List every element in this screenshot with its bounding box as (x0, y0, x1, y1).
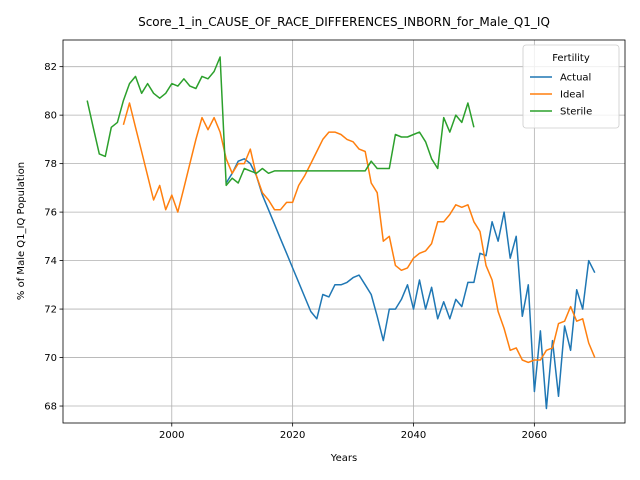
y-tick-label: 74 (44, 256, 57, 267)
series-lines (86, 56, 596, 410)
x-tick-label: 2040 (401, 430, 426, 441)
x-axis-label: Years (330, 453, 357, 464)
y-tick-label: 80 (44, 111, 57, 122)
y-tick-label: 82 (44, 62, 57, 73)
series-line-ideal (122, 102, 596, 364)
x-tick-label: 2020 (280, 430, 305, 441)
legend: Fertility Actual Ideal Sterile (522, 44, 620, 129)
legend-title: Fertility (552, 53, 590, 64)
y-tick-label: 76 (44, 208, 57, 219)
y-tick-label: 68 (44, 402, 57, 413)
x-axis-ticks: 2000 2020 2040 2060 (159, 423, 547, 441)
x-tick-label: 2000 (159, 430, 184, 441)
x-tick-label: 2060 (522, 430, 547, 441)
chart-title: Score_1_in_CAUSE_OF_RACE_DIFFERENCES_INB… (138, 15, 550, 29)
legend-label-sterile: Sterile (560, 107, 592, 118)
y-axis-ticks: 68 70 72 74 76 78 80 82 (44, 62, 63, 413)
legend-label-actual: Actual (560, 73, 591, 84)
series-line-actual (225, 158, 596, 410)
y-tick-label: 70 (44, 353, 57, 364)
y-tick-label: 72 (44, 305, 57, 316)
series-line-sterile (86, 56, 475, 187)
legend-frame (522, 44, 620, 129)
y-tick-label: 78 (44, 159, 57, 170)
legend-label-ideal: Ideal (560, 90, 584, 101)
legend-items: Actual Ideal Sterile (530, 73, 592, 118)
plot-frame (62, 39, 626, 424)
y-axis-label: % of Male Q1_IQ Population (16, 162, 27, 300)
